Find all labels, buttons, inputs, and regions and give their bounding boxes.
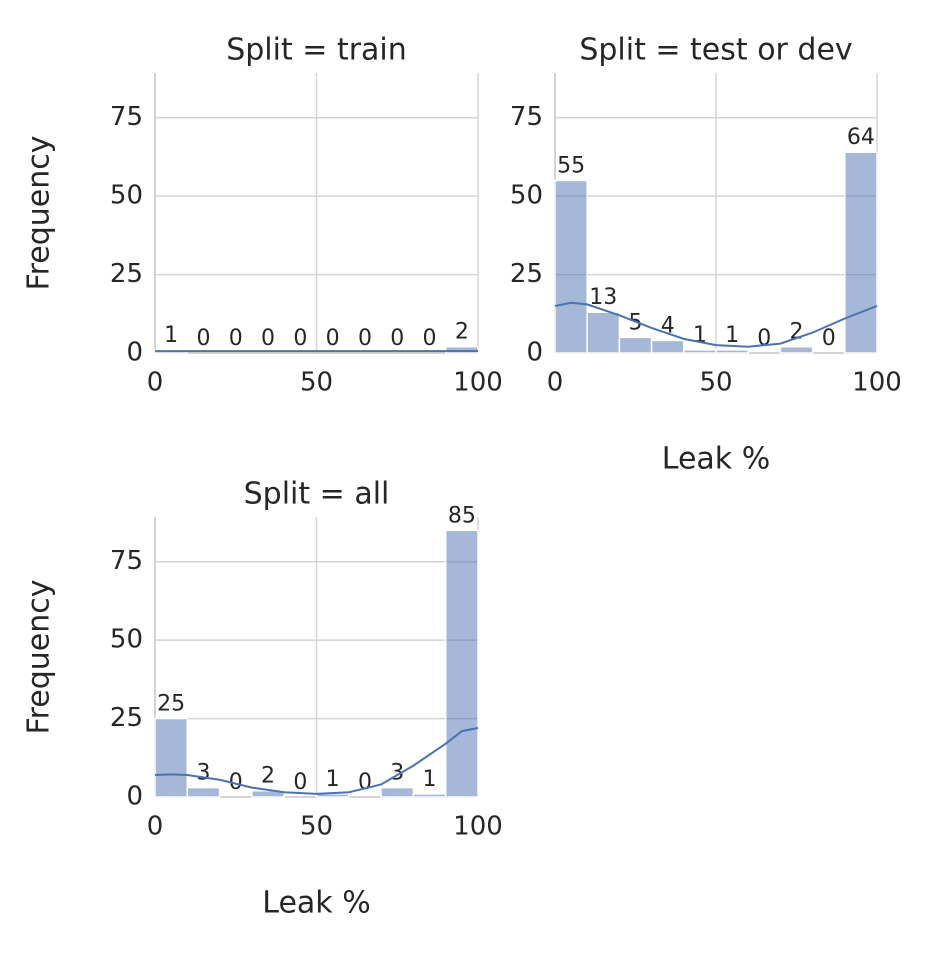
value-label: 0: [196, 326, 210, 351]
value-label: 0: [358, 326, 372, 351]
value-label: 1: [164, 323, 178, 348]
value-label: 55: [557, 153, 585, 178]
y-tick-label: 75: [110, 546, 143, 576]
value-label: 1: [725, 323, 739, 348]
y-tick-label: 50: [510, 181, 543, 211]
bar: [186, 786, 221, 798]
y-tick-label: 50: [110, 625, 143, 655]
x-tick-label: 0: [547, 368, 564, 398]
x-tick-label: 50: [699, 368, 732, 398]
value-label: 0: [229, 326, 243, 351]
value-label: 2: [261, 764, 275, 789]
value-label: 0: [358, 770, 372, 795]
bar: [844, 151, 878, 354]
value-label: 64: [847, 125, 875, 150]
subplot-title: Split = test or dev: [579, 33, 852, 68]
value-label: 0: [229, 770, 243, 795]
value-label: 3: [390, 761, 404, 786]
x-tick-label: 50: [300, 368, 333, 398]
bar: [444, 345, 479, 354]
x-tick-label: 100: [453, 368, 503, 398]
value-label: 0: [261, 326, 275, 351]
bar: [554, 179, 588, 354]
kde-line: [154, 726, 479, 795]
bar: [380, 786, 415, 798]
y-tick-label: 25: [110, 703, 143, 733]
value-label: 0: [822, 326, 836, 351]
subplot-title: Split = train: [226, 33, 407, 68]
value-label: 0: [326, 326, 340, 351]
bar: [154, 717, 189, 798]
x-tick-label: 0: [147, 368, 164, 398]
bar: [779, 345, 814, 354]
bar: [715, 349, 749, 354]
x-tick-label: 0: [147, 812, 164, 842]
value-label: 0: [293, 326, 307, 351]
value-label: 3: [196, 761, 210, 786]
value-label: 0: [757, 326, 771, 351]
x-axis-label: Leak %: [262, 886, 370, 921]
bar: [618, 336, 653, 354]
value-label: 0: [293, 770, 307, 795]
y-tick-label: 75: [510, 102, 543, 132]
value-label: 85: [448, 503, 476, 528]
value-label: 0: [390, 326, 404, 351]
value-label: 2: [790, 320, 804, 345]
value-label: 1: [326, 767, 340, 792]
kde-line: [554, 301, 878, 348]
bar: [650, 339, 685, 354]
y-axis-label: Frequency: [22, 580, 57, 735]
value-label: 1: [693, 323, 707, 348]
y-tick-label: 50: [110, 181, 143, 211]
bar: [412, 793, 447, 798]
bar: [444, 529, 479, 798]
value-label: 5: [629, 310, 643, 335]
y-tick-label: 0: [126, 782, 143, 812]
x-tick-label: 100: [852, 368, 902, 398]
value-label: 25: [157, 692, 185, 717]
y-axis-label: Frequency: [22, 136, 57, 291]
value-label: 2: [455, 320, 469, 345]
subplot-title: Split = all: [244, 477, 390, 512]
y-tick-label: 0: [126, 338, 143, 368]
bar: [586, 311, 621, 354]
y-tick-label: 25: [110, 259, 143, 289]
y-tick-label: 0: [526, 338, 543, 368]
y-tick-label: 75: [110, 102, 143, 132]
x-tick-label: 50: [300, 812, 333, 842]
bar: [683, 349, 717, 354]
value-label: 1: [423, 767, 437, 792]
x-axis-label: Leak %: [662, 442, 770, 477]
x-tick-label: 100: [453, 812, 503, 842]
y-tick-label: 25: [510, 259, 543, 289]
value-label: 0: [423, 326, 437, 351]
